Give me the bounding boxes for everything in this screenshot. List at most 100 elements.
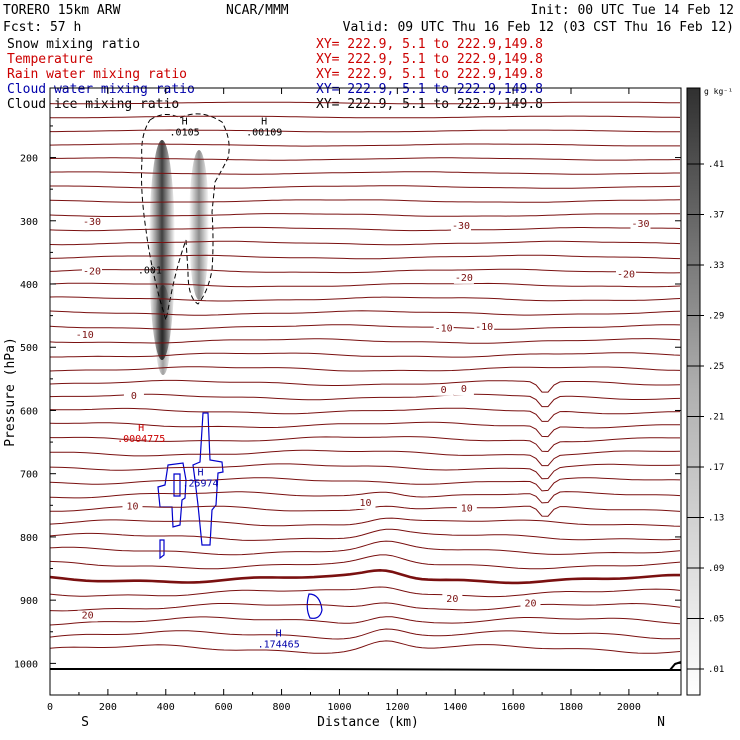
isotherm-label: -10: [435, 323, 453, 334]
x-axis-title: Distance (km): [317, 715, 419, 730]
y-tick-label: 200: [20, 154, 38, 165]
isotherm-label: 20: [446, 594, 458, 605]
field-temperature-xy: XY= 222.9, 5.1 to 222.9,149.8: [316, 52, 543, 67]
forecast-hour: Fcst: 57 h: [3, 20, 81, 35]
isotherm-label: 0: [441, 385, 447, 396]
isotherm: [50, 199, 681, 203]
isotherm-label: 10: [359, 498, 371, 509]
north-label: N: [657, 715, 665, 730]
isotherm: [50, 101, 680, 105]
colorbar-tick-label: .01: [708, 665, 724, 675]
isotherm: [50, 477, 681, 492]
y-tick-label: 600: [20, 406, 38, 417]
x-tick-label: 1200: [385, 702, 409, 713]
isotherm: [50, 296, 681, 302]
isotherm-label-bg: [630, 219, 651, 231]
isotherm: [50, 628, 681, 640]
x-tick-label: 200: [99, 702, 117, 713]
field-cloudice-name: Cloud ice mixing ratio: [7, 97, 179, 112]
isotherm-label-bg: [474, 322, 495, 334]
isotherm: [50, 528, 681, 541]
isotherm: [50, 407, 681, 422]
y-tick-label: 300: [20, 217, 38, 228]
isotherm: [50, 115, 681, 119]
contour-labels: -30 -30 -30 -20 -20 -20 -10 -10 -10 0 0 0 10 10 10 20 20…: [74, 116, 651, 651]
isotherm: [50, 310, 681, 316]
isotherm: [50, 157, 680, 161]
colorbar-ticks: .41 .37 .33 .29 .25 .21 .17 .13 .09 .05 .01: [687, 160, 724, 675]
isotherm-label-bg: [456, 503, 477, 515]
isotherm-label-bg: [81, 266, 102, 278]
x-tick-label: 0: [47, 702, 53, 713]
isotherm-label: 10: [461, 504, 473, 515]
isotherm: [50, 338, 681, 344]
isotherm: [50, 213, 680, 217]
snow-contour-label: .001: [138, 265, 162, 276]
isotherm-label: -20: [83, 267, 101, 278]
isotherm: [50, 421, 680, 438]
isotherm-label-bg: [453, 384, 474, 396]
colorbar-tick-label: .33: [708, 261, 724, 271]
colorbar-tick-label: .37: [708, 211, 724, 221]
y-tick-label: 900: [20, 596, 38, 607]
isotherm-label-bg: [442, 594, 463, 606]
field-temperature-name: Temperature: [7, 52, 93, 67]
field-cloudice-xy: XY= 222.9, 5.1 to 222.9,149.8: [316, 97, 543, 112]
maximum-value: .00109: [246, 127, 282, 138]
isotherm: [50, 226, 681, 232]
field-snow-name: Snow mixing ratio: [7, 37, 140, 52]
isotherm-label: -10: [76, 330, 94, 341]
isotherm: [50, 393, 681, 408]
isotherm: [50, 616, 681, 626]
isotherm: [50, 171, 680, 175]
y-axis-title: Pressure (hPa): [3, 337, 18, 447]
isotherm-label-bg: [81, 217, 102, 229]
maximum-letter: H: [138, 423, 144, 434]
isotherm: [50, 540, 681, 556]
plot-area: [50, 101, 681, 671]
terrain-surface: [50, 668, 681, 671]
field-legend: Snow mixing ratio XY= 222.9, 5.1 to 222.…: [7, 37, 543, 112]
isotherm: [50, 143, 680, 147]
isotherm-label-bg: [451, 221, 472, 233]
isotherm-label-bg: [123, 391, 144, 403]
isotherm-label: 0: [461, 384, 467, 395]
isotherm-label: -30: [631, 219, 649, 230]
isotherm: [50, 449, 681, 467]
colorbar-tick-label: .17: [708, 463, 724, 473]
isotherm-label-bg: [433, 384, 454, 396]
plot-frame: [49, 87, 682, 696]
isotherm-label: -10: [475, 322, 493, 333]
snow-shading: [149, 140, 209, 375]
isotherm-label: 0: [131, 391, 137, 402]
isotherm-label-bg: [122, 501, 143, 513]
x-tick-label: 1600: [501, 702, 525, 713]
x-tick-label: 400: [157, 702, 175, 713]
field-rain-xy: XY= 222.9, 5.1 to 222.9,149.8: [316, 67, 543, 82]
axes: 0 200 400 600 800 1000 1200 1400 1600 1800 2000200…: [14, 87, 682, 713]
x-tick-label: 800: [273, 702, 291, 713]
isotherm-label: -30: [83, 217, 101, 228]
isotherm: [50, 586, 681, 598]
isotherm: [50, 640, 681, 654]
colorbar-fill: [686, 87, 701, 696]
south-label: S: [81, 715, 89, 730]
colorbar-tick-label: .29: [708, 312, 724, 322]
maximum-value: .0105: [170, 127, 200, 138]
field-cloudwater-xy: XY= 222.9, 5.1 to 222.9,149.8: [316, 82, 543, 97]
colorbar-tick-label: .05: [708, 615, 724, 625]
isotherm: [50, 379, 681, 393]
isotherm-label: -20: [617, 270, 635, 281]
isotherm: [50, 254, 681, 260]
y-tick-label: 500: [20, 343, 38, 354]
isotherm-label: 20: [524, 598, 536, 609]
cloud-water-contours: [157, 412, 323, 619]
y-tick-label: 1000: [14, 659, 38, 670]
isotherm-label-bg: [433, 323, 454, 335]
isotherm: [50, 185, 681, 189]
maximum-letter: H: [182, 116, 188, 127]
field-rain-name: Rain water mixing ratio: [7, 67, 187, 82]
isotherm: [50, 463, 681, 480]
y-tick-label: 800: [20, 533, 38, 544]
y-tick-label: 400: [20, 280, 38, 291]
